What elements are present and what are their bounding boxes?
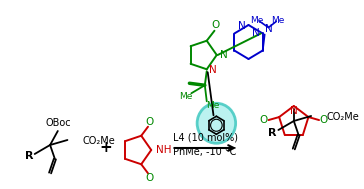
Text: L4 (10 mol%): L4 (10 mol%) — [173, 133, 238, 143]
Text: N: N — [290, 106, 298, 116]
Text: +: + — [100, 140, 112, 156]
Text: N: N — [252, 28, 260, 37]
Text: N: N — [265, 23, 272, 33]
Text: O: O — [146, 173, 154, 183]
Text: O: O — [320, 115, 328, 125]
Text: Me: Me — [272, 16, 285, 25]
Text: N: N — [238, 21, 246, 31]
Text: OBoc: OBoc — [46, 118, 72, 128]
Text: R: R — [25, 151, 33, 161]
Text: O: O — [146, 117, 154, 127]
Text: CO₂Me: CO₂Me — [83, 136, 116, 146]
Text: O: O — [260, 115, 268, 125]
Text: N: N — [219, 50, 228, 60]
Text: N: N — [209, 65, 217, 75]
Text: Me: Me — [250, 16, 264, 25]
Text: CO₂Me: CO₂Me — [327, 112, 359, 122]
Text: NH: NH — [156, 145, 171, 155]
Text: Me: Me — [206, 101, 219, 110]
Text: Me: Me — [179, 92, 192, 101]
Text: O: O — [211, 20, 219, 30]
Circle shape — [197, 103, 236, 143]
Text: R: R — [268, 128, 277, 138]
Text: PhMe, -10 °C: PhMe, -10 °C — [174, 147, 237, 157]
